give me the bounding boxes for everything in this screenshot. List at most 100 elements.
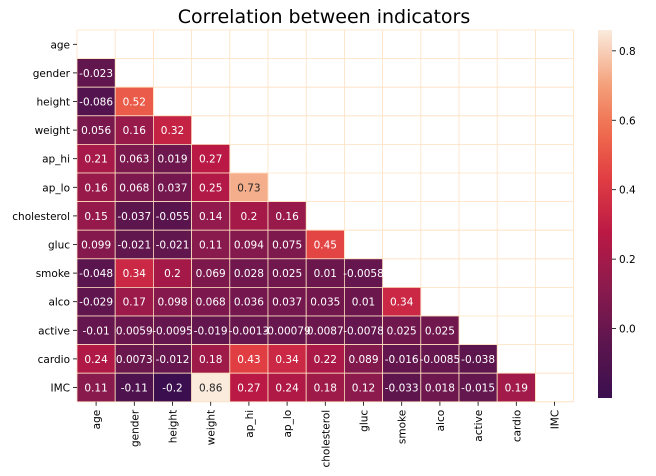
heatmap-cell-smoke-gender [114, 258, 154, 288]
y-tick-label-cholesterol: cholesterol [12, 211, 70, 223]
heatmap-cell-IMC-alco [420, 372, 460, 403]
heatmap-cell-cardio-weight [191, 344, 231, 374]
heatmap-cells [76, 58, 536, 403]
heatmap-value-smoke-age: -0.048 [79, 268, 113, 280]
heatmap-cell-active-weight [191, 315, 231, 346]
y-tick-label-age: age [50, 39, 70, 51]
heatmap-value-cholesterol-age: 0.15 [84, 211, 107, 223]
heatmap-value-smoke-gender: 0.34 [123, 268, 147, 280]
heatmap-cell-cholesterol-height [152, 201, 192, 231]
heatmap-value-active-gluc: -0.0078 [343, 325, 384, 337]
heatmap-value-ap_lo-gender: 0.068 [119, 182, 149, 194]
heatmap-value-active-smoke: 0.025 [387, 325, 417, 337]
heatmap-value-active-gender: 0.0059 [116, 325, 153, 337]
heatmap-value-height-age: -0.086 [79, 97, 113, 109]
heatmap-value-gluc-age: 0.099 [81, 240, 111, 252]
heatmap-value-active-height: -0.0095 [152, 325, 193, 337]
heatmap-cell-active-ap_lo [267, 315, 307, 346]
heatmap-value-gluc-gender: -0.021 [117, 240, 151, 252]
heatmap-value-cardio-height: -0.012 [156, 354, 190, 366]
heatmap-value-ap_lo-weight: 0.25 [199, 182, 222, 194]
heatmap-value-gluc-ap_hi: 0.094 [234, 240, 264, 252]
heatmap-value-IMC-ap_hi: 0.27 [237, 383, 260, 395]
heatmap-cell-cholesterol-gender [114, 201, 154, 231]
heatmap-value-cardio-smoke: -0.016 [385, 354, 419, 366]
heatmap-value-ap_hi-gender: 0.063 [119, 154, 149, 166]
heatmap-cell-ap_lo-weight [191, 172, 231, 203]
x-tick-label-gluc: gluc [359, 410, 371, 432]
heatmap-cell-cardio-gender [114, 344, 154, 374]
heatmap-value-cholesterol-gender: -0.037 [117, 211, 151, 223]
heatmap-value-ap_lo-height: 0.037 [157, 182, 187, 194]
heatmap-value-active-cholesterol: 0.0087 [307, 325, 344, 337]
y-tick-label-smoke: smoke [36, 268, 70, 280]
x-axis-tick-labels: age gender height weight ap_hi ap_lo cholester… [91, 401, 562, 468]
heatmap-value-smoke-cholesterol: 0.01 [314, 268, 337, 280]
heatmap-value-weight-age: 0.056 [81, 125, 111, 137]
heatmap-value-gluc-height: -0.021 [156, 240, 190, 252]
heatmap-cell-active-smoke [382, 315, 422, 346]
colorbar-tick-label: 0.6 [619, 115, 636, 127]
heatmap-value-ap_hi-age: 0.21 [84, 154, 107, 166]
y-tick-label-cardio: cardio [38, 354, 70, 366]
y-tick-label-active: active [38, 325, 70, 337]
heatmap-cell-gluc-cholesterol [305, 229, 345, 260]
heatmap-value-alco-age: -0.029 [79, 297, 113, 309]
heatmap-cell-alco-gender [114, 286, 154, 317]
heatmap-annotations: -0.023 -0.086 0.52 0.056 0.16 0.32 0.21 0.063 0.… [79, 68, 528, 395]
heatmap-value-cardio-cholesterol: 0.22 [314, 354, 337, 366]
heatmap-cell-cholesterol-ap_hi [229, 201, 269, 231]
heatmap-cell-active-height [152, 315, 192, 346]
heatmap-value-IMC-cardio: 0.19 [505, 383, 528, 395]
colorbar-tick-label: 0.2 [619, 254, 636, 266]
heatmap-value-cardio-gender: 0.0073 [116, 354, 153, 366]
heatmap-cell-cardio-ap_hi [229, 344, 269, 374]
heatmap-cell-cardio-height [152, 344, 192, 374]
colorbar-tick-label: 0.0 [619, 324, 636, 336]
y-tick-label-IMC: IMC [51, 383, 71, 395]
heatmap-cell-gender-age [76, 58, 116, 88]
y-tick-label-height: height [37, 97, 70, 109]
heatmap-cell-IMC-cholesterol [305, 372, 345, 403]
heatmap-cell-IMC-ap_lo [267, 372, 307, 403]
heatmap-value-alco-ap_lo: 0.037 [272, 297, 302, 309]
heatmap-value-cardio-weight: 0.18 [199, 354, 222, 366]
y-tick-label-gender: gender [33, 68, 71, 80]
heatmap-cell-alco-ap_lo [267, 286, 307, 317]
colorbar-ticks: 0.0 0.2 0.4 0.6 0.8 [612, 46, 636, 336]
heatmap-value-ap_lo-age: 0.16 [84, 182, 108, 194]
heatmap-value-cardio-gluc: 0.089 [348, 354, 378, 366]
x-tick-label-height: height [168, 410, 180, 443]
heatmap-cell-cardio-alco [420, 344, 460, 374]
x-tick-label-IMC: IMC [550, 410, 562, 430]
heatmap-cell-weight-height [152, 115, 192, 145]
heatmap-value-smoke-weight: 0.069 [196, 268, 226, 280]
heatmap-value-height-gender: 0.52 [123, 97, 146, 109]
heatmap-value-IMC-weight: 0.86 [199, 383, 223, 395]
heatmap-value-IMC-cholesterol: 0.18 [314, 383, 337, 395]
y-tick-label-ap_hi: ap_hi [42, 154, 70, 166]
heatmap-cell-smoke-ap_lo [267, 258, 307, 288]
heatmap-value-active-ap_hi: -0.0013 [229, 325, 270, 337]
x-tick-label-age: age [91, 410, 103, 430]
heatmap-value-cardio-ap_hi: 0.43 [237, 354, 260, 366]
heatmap-value-cholesterol-ap_hi: 0.2 [241, 211, 258, 223]
heatmap-value-IMC-height: -0.2 [162, 383, 183, 395]
heatmap-value-IMC-ap_lo: 0.24 [275, 383, 299, 395]
heatmap-cell-IMC-cardio [496, 372, 536, 403]
y-tick-label-ap_lo: ap_lo [42, 182, 70, 194]
heatmap-value-cardio-age: 0.24 [84, 354, 108, 366]
heatmap-cell-alco-weight [191, 286, 231, 317]
heatmap-cell-smoke-gluc [343, 258, 383, 288]
heatmap-cell-cardio-ap_lo [267, 344, 307, 374]
heatmap-value-smoke-ap_lo: 0.025 [272, 268, 302, 280]
x-tick-label-smoke: smoke [397, 410, 409, 444]
x-tick-label-ap_lo: ap_lo [282, 410, 294, 438]
heatmap-value-alco-weight: 0.068 [196, 297, 226, 309]
heatmap-value-weight-height: 0.32 [161, 125, 184, 137]
heatmap-value-alco-ap_hi: 0.036 [234, 297, 264, 309]
heatmap-cell-cardio-gluc [343, 344, 383, 374]
heatmap-value-gender-age: -0.023 [79, 68, 113, 80]
heatmap-value-cardio-alco: -0.0085 [420, 354, 461, 366]
x-tick-label-weight: weight [206, 410, 218, 445]
